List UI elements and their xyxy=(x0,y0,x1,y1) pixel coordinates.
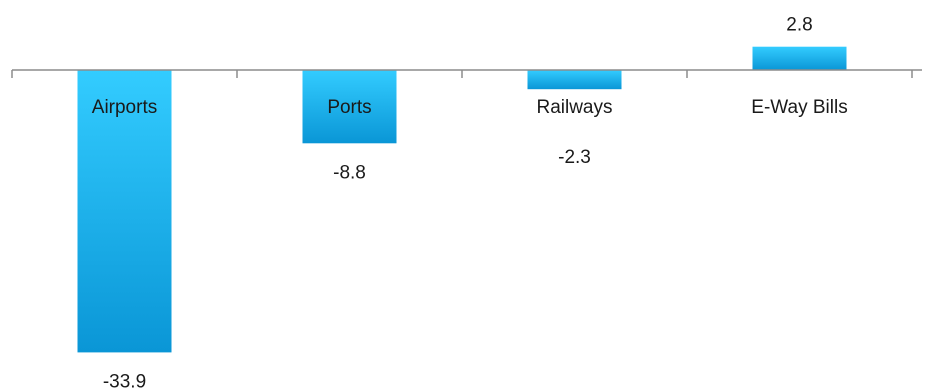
category-label: Airports xyxy=(92,97,157,118)
category-label: Railways xyxy=(536,97,612,118)
bars-layer xyxy=(77,46,847,353)
data-label: -8.8 xyxy=(333,162,366,183)
data-label: -33.9 xyxy=(103,371,146,392)
bar-ports xyxy=(302,70,397,144)
data-label: 2.8 xyxy=(786,15,812,36)
bar-e-way-bills xyxy=(752,46,847,70)
labels-layer: Airports -33.9 Ports -8.8 Railways -2.3 E-Way … xyxy=(92,15,848,392)
bar-airports xyxy=(77,70,172,353)
category-label: E-Way Bills xyxy=(751,97,847,118)
bar-railways xyxy=(527,70,622,90)
category-label: Ports xyxy=(327,97,371,118)
data-label: -2.3 xyxy=(558,147,591,168)
x-axis xyxy=(11,69,922,78)
